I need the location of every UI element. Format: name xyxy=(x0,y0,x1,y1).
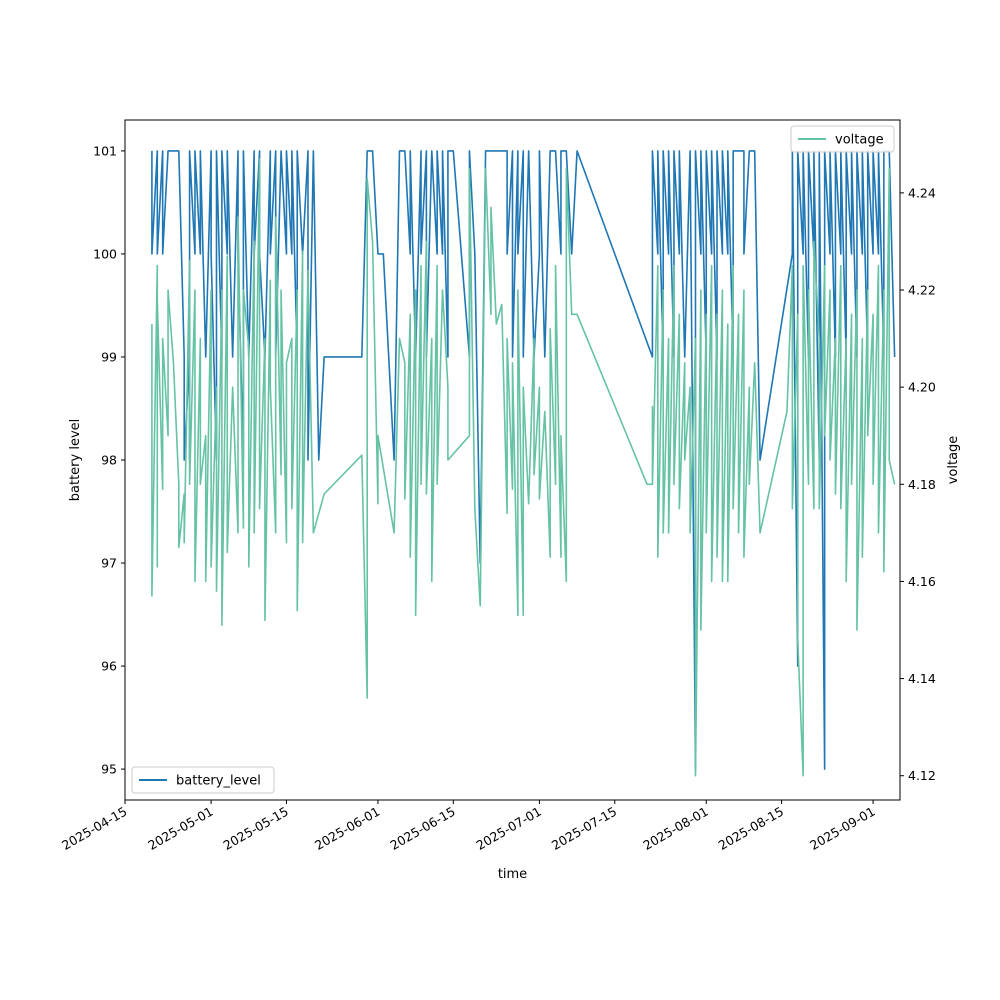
x-tick-label: 2025-06-01 xyxy=(312,804,382,853)
legend-voltage: voltage xyxy=(790,125,895,153)
x-tick-label: 2025-07-15 xyxy=(549,804,619,853)
legend-label: voltage xyxy=(835,133,884,148)
x-tick-label: 2025-08-01 xyxy=(640,804,710,853)
legend-label: battery_level xyxy=(176,774,261,789)
x-axis-label: time xyxy=(498,867,527,882)
x-tick-label: 2025-04-15 xyxy=(59,804,129,853)
x-tick-label: 2025-08-15 xyxy=(716,804,786,853)
x-axis: 2025-04-15 2025-05-01 2025-05-15 2025-06-01… xyxy=(59,800,878,853)
y-right-tick-label: 4.12 xyxy=(908,768,936,783)
y-right-tick-label: 4.18 xyxy=(908,477,936,492)
legend-box xyxy=(790,125,895,153)
legend-box xyxy=(131,766,275,794)
x-tick-label: 2025-06-15 xyxy=(387,804,457,853)
y-axis-right-label: voltage xyxy=(946,436,961,485)
x-tick-label: 2025-05-01 xyxy=(145,804,215,853)
legend-battery-level: battery_level xyxy=(131,766,275,794)
y-right-tick-label: 4.14 xyxy=(908,671,936,686)
y-left-tick-label: 96 xyxy=(101,659,117,674)
x-tick-label: 2025-05-15 xyxy=(221,804,291,853)
series-line-voltage xyxy=(151,158,896,777)
y-left-tick-label: 97 xyxy=(101,556,117,571)
y-axis-left: 95 96 97 98 99 100 101 xyxy=(93,143,125,777)
y-left-tick-label: 101 xyxy=(93,143,117,158)
y-axis-right: 4.12 4.14 4.16 4.18 4.20 4.22 4.24 xyxy=(900,185,936,783)
y-left-tick-label: 99 xyxy=(101,349,117,364)
y-right-tick-label: 4.24 xyxy=(908,185,936,200)
y-right-tick-label: 4.20 xyxy=(908,380,936,395)
y-left-tick-label: 100 xyxy=(93,246,117,261)
x-tick-label: 2025-07-01 xyxy=(473,804,543,853)
y-right-tick-label: 4.22 xyxy=(908,283,936,298)
y-left-tick-label: 95 xyxy=(101,762,117,777)
y-left-tick-label: 98 xyxy=(101,453,117,468)
y-axis-left-label: battery level xyxy=(68,419,83,502)
x-tick-label: 2025-09-01 xyxy=(807,804,877,853)
y-right-tick-label: 4.16 xyxy=(908,574,936,589)
series-layer xyxy=(151,150,896,777)
